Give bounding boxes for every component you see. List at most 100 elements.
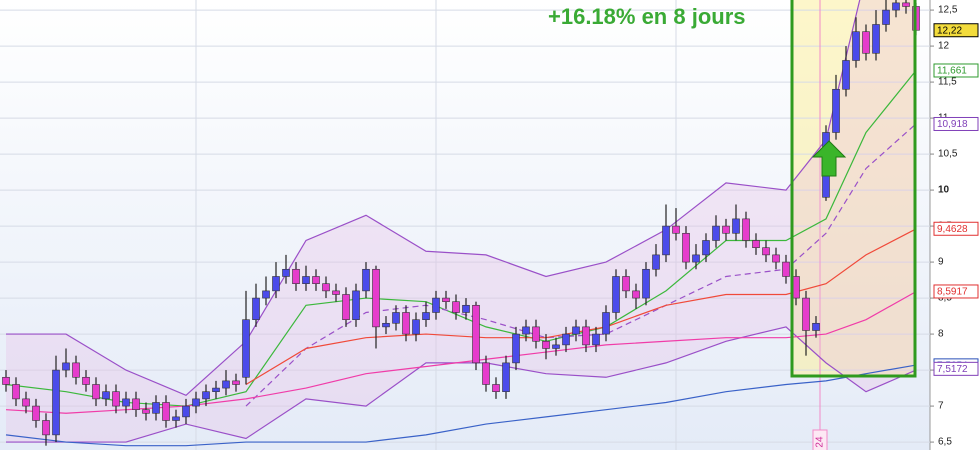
candle-body bbox=[842, 60, 850, 90]
candle-body bbox=[802, 297, 810, 331]
candle-body bbox=[592, 333, 600, 346]
y-tick-label: 6,5 bbox=[938, 437, 952, 448]
candle-body bbox=[482, 362, 490, 385]
candle-body bbox=[282, 268, 290, 277]
candle-body bbox=[762, 247, 770, 256]
y-tick-label: 12,5 bbox=[938, 5, 958, 16]
price-label-box bbox=[933, 63, 979, 78]
candle-body bbox=[52, 369, 60, 436]
candle-body bbox=[142, 409, 150, 414]
candle-body bbox=[202, 391, 210, 400]
candle-body bbox=[812, 322, 820, 331]
price-label: 9,4628 bbox=[937, 224, 968, 235]
candle-body bbox=[542, 340, 550, 349]
overlay-line bbox=[6, 0, 861, 396]
candle-body bbox=[722, 225, 730, 234]
candle-body bbox=[302, 276, 310, 284]
x-tick-label: 24 bbox=[815, 436, 826, 448]
candle-body bbox=[682, 232, 690, 263]
y-tick-label: 7 bbox=[938, 401, 944, 412]
candle-body bbox=[502, 362, 510, 392]
candle-body bbox=[752, 240, 760, 248]
candle-body bbox=[72, 362, 80, 378]
y-tick-label: 8 bbox=[938, 329, 944, 340]
candle-body bbox=[242, 319, 250, 378]
candle-body bbox=[622, 276, 630, 292]
candle-body bbox=[462, 304, 470, 313]
candle-body bbox=[42, 420, 50, 436]
candle-body bbox=[382, 322, 390, 328]
y-tick-label: 12 bbox=[938, 41, 950, 52]
candle-body bbox=[642, 268, 650, 299]
candle-body bbox=[862, 31, 870, 54]
candle-body bbox=[132, 398, 140, 410]
candle-body bbox=[662, 225, 670, 256]
y-tick-label: 10,5 bbox=[938, 149, 958, 160]
y-tick-label: 9 bbox=[938, 257, 944, 268]
candle-body bbox=[832, 88, 840, 133]
candle-body bbox=[612, 276, 620, 313]
plot-background bbox=[0, 0, 930, 450]
price-label: 11,661 bbox=[937, 66, 967, 77]
candle-body bbox=[872, 24, 880, 54]
candle-body bbox=[452, 301, 460, 313]
price-label-box bbox=[933, 116, 979, 131]
candle-body bbox=[332, 290, 340, 295]
candle-body bbox=[572, 326, 580, 335]
candle-body bbox=[212, 387, 220, 392]
candle-body bbox=[492, 384, 500, 392]
candle-body bbox=[272, 276, 280, 292]
candle-body bbox=[182, 405, 190, 418]
candle-body bbox=[22, 398, 30, 407]
annotation: +16.18% en 8 jours bbox=[548, 4, 746, 29]
candle-body bbox=[702, 240, 710, 256]
price-label-box bbox=[933, 361, 979, 376]
candle-body bbox=[892, 2, 900, 11]
candle-body bbox=[112, 391, 120, 407]
candle-body bbox=[32, 405, 40, 421]
candle-body bbox=[712, 225, 720, 241]
candle-body bbox=[312, 276, 320, 284]
price-label-box bbox=[933, 23, 979, 38]
candle-body bbox=[222, 380, 230, 389]
candle-body bbox=[232, 380, 240, 385]
candle-body bbox=[782, 261, 790, 277]
candle-body bbox=[152, 402, 160, 414]
candle-body bbox=[2, 376, 10, 385]
highlight-box bbox=[790, 0, 917, 378]
candle-body bbox=[882, 9, 890, 25]
highlight-fill bbox=[792, 0, 915, 376]
candle-body bbox=[122, 398, 130, 407]
price-label-box bbox=[933, 221, 979, 236]
candle-body bbox=[352, 290, 360, 320]
candle-body bbox=[602, 312, 610, 335]
candle-body bbox=[852, 31, 860, 61]
candle-body bbox=[692, 254, 700, 263]
candle-body bbox=[252, 297, 260, 320]
candle-body bbox=[672, 225, 680, 234]
band-fill bbox=[6, 0, 916, 443]
candle-body bbox=[512, 333, 520, 364]
candle-body bbox=[582, 326, 590, 346]
price-label: 10,918 bbox=[937, 119, 968, 130]
candle-body bbox=[792, 276, 800, 299]
candle-body bbox=[472, 304, 480, 364]
candle-body bbox=[772, 254, 780, 263]
candle-body bbox=[292, 268, 300, 284]
overlay-line bbox=[5, 364, 917, 447]
candle-body bbox=[62, 362, 70, 371]
candle-body bbox=[392, 312, 400, 324]
candle-body bbox=[652, 254, 660, 270]
candle-body bbox=[82, 376, 90, 385]
candle-body bbox=[162, 402, 170, 421]
candle-body bbox=[92, 384, 100, 400]
price-label: 8,5917 bbox=[937, 287, 968, 298]
candle-body bbox=[442, 297, 450, 302]
candle-body bbox=[562, 333, 570, 346]
candle-body bbox=[552, 344, 560, 349]
candle-body bbox=[342, 294, 350, 320]
candle-body bbox=[412, 319, 420, 335]
candle-body bbox=[362, 268, 370, 292]
candle-body bbox=[522, 326, 530, 335]
price-label-box bbox=[933, 284, 979, 299]
